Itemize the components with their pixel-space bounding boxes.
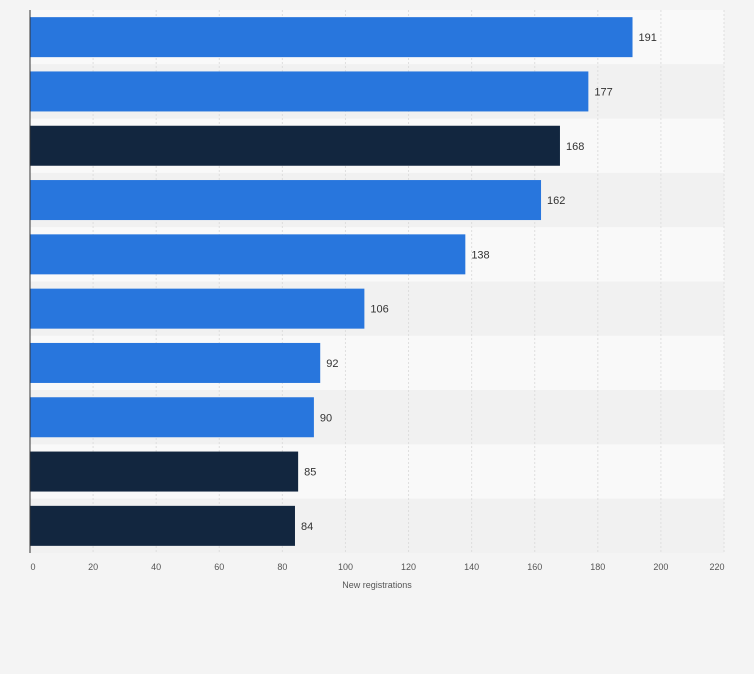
x-tick-label: 20 bbox=[88, 562, 98, 572]
x-tick-label: 120 bbox=[401, 562, 416, 572]
bar[interactable] bbox=[30, 17, 633, 58]
bar[interactable] bbox=[30, 234, 466, 275]
x-tick-label: 80 bbox=[277, 562, 287, 572]
x-tick-label: 60 bbox=[214, 562, 224, 572]
x-axis-label: New registrations bbox=[342, 580, 412, 590]
data-label: 84 bbox=[301, 521, 313, 533]
x-tick-label: 40 bbox=[151, 562, 161, 572]
bar[interactable] bbox=[30, 505, 295, 546]
data-label: 90 bbox=[320, 412, 332, 424]
bar[interactable] bbox=[30, 288, 365, 329]
x-tick-labels: 0 20 40 60 80 100 120 140 160 180 200 220 bbox=[30, 562, 724, 572]
bar[interactable] bbox=[30, 342, 321, 383]
data-label: 138 bbox=[471, 249, 489, 261]
data-labels: 191 177 168 162 138 106 92 90 85 84 bbox=[301, 32, 657, 533]
data-label: 106 bbox=[370, 304, 388, 316]
x-tick-label: 100 bbox=[338, 562, 353, 572]
bar[interactable] bbox=[30, 397, 314, 438]
data-label: 92 bbox=[326, 358, 338, 370]
data-label: 162 bbox=[547, 195, 565, 207]
bar[interactable] bbox=[30, 451, 299, 492]
x-tick-label: 160 bbox=[527, 562, 542, 572]
data-label: 168 bbox=[566, 141, 584, 153]
data-label: 85 bbox=[304, 467, 316, 479]
bar[interactable] bbox=[30, 71, 589, 112]
bar[interactable] bbox=[30, 180, 542, 221]
x-tick-label: 0 bbox=[30, 562, 35, 572]
x-tick-label: 220 bbox=[709, 562, 724, 572]
data-label: 191 bbox=[639, 32, 657, 44]
x-tick-label: 180 bbox=[590, 562, 605, 572]
x-tick-label: 200 bbox=[653, 562, 668, 572]
data-label: 177 bbox=[594, 86, 612, 98]
bars bbox=[30, 17, 633, 546]
x-tick-label: 140 bbox=[464, 562, 479, 572]
bar[interactable] bbox=[30, 125, 560, 166]
